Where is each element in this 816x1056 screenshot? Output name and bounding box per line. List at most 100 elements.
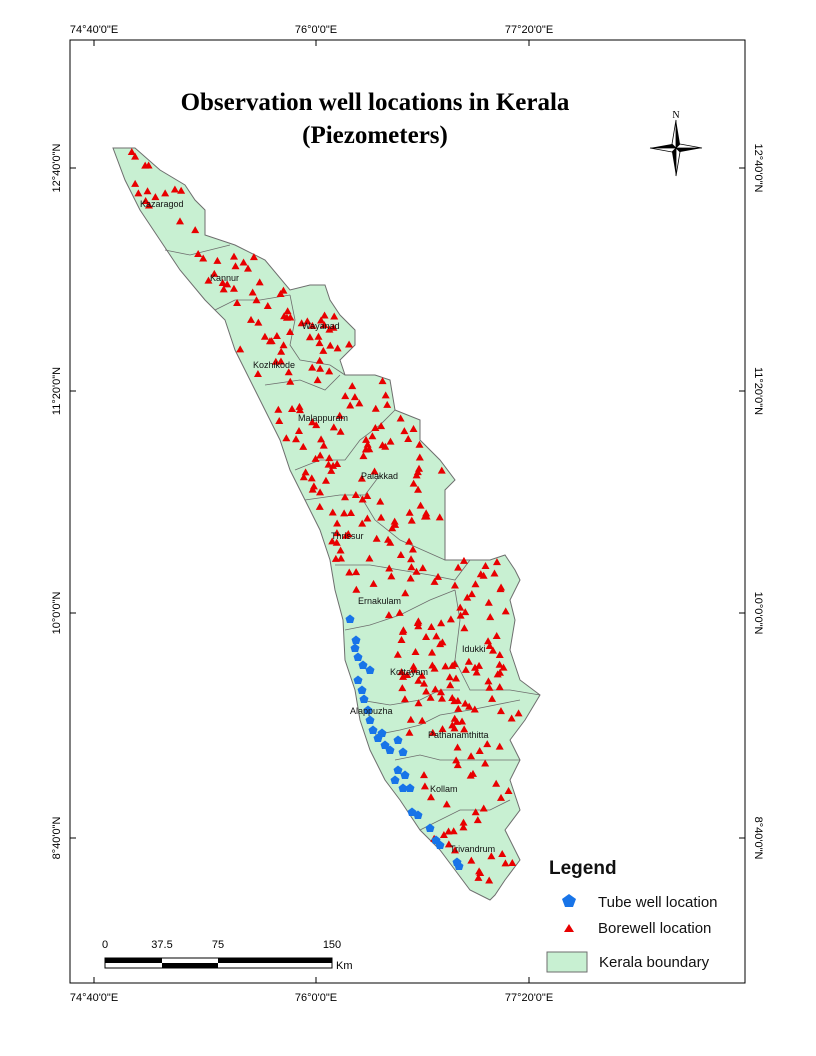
- borewell-marker: [175, 217, 184, 225]
- borewell-marker: [358, 495, 367, 503]
- borewell-marker: [376, 497, 385, 505]
- borewell-marker: [260, 332, 269, 340]
- borewell-marker: [501, 859, 510, 867]
- lat-label: 12°40'0"N: [752, 144, 764, 193]
- borewell-marker: [239, 258, 248, 266]
- map-title-line2: (Piezometers): [302, 122, 448, 149]
- borewell-marker: [371, 424, 380, 432]
- district-label-kollam: Kollam: [430, 784, 458, 794]
- borewell-marker: [311, 454, 320, 462]
- lat-labels-right: 12°40'0"N 11°20'0"N 10°0'0"N 8°40'0"N: [752, 144, 764, 860]
- borewell-marker: [233, 299, 242, 307]
- tube-well-marker: [365, 665, 375, 674]
- borewell-marker: [426, 693, 435, 701]
- borewell-marker: [481, 561, 490, 569]
- borewell-marker: [403, 671, 412, 679]
- borewell-marker: [243, 264, 252, 272]
- borewell-marker: [390, 517, 399, 525]
- borewell-marker: [428, 728, 437, 736]
- legend-label: Kerala boundary: [599, 954, 710, 971]
- borewell-marker: [456, 611, 465, 619]
- tube-well-marker: [390, 775, 400, 784]
- tube-well-marker: [359, 694, 369, 703]
- borewell-marker: [486, 613, 495, 621]
- borewell-marker: [346, 401, 355, 409]
- borewell-marker: [254, 318, 263, 326]
- borewell-marker: [400, 427, 409, 435]
- borewell-marker: [315, 339, 324, 347]
- tube-well-marker: [357, 685, 367, 694]
- lon-label-top: 76°0'0"E: [295, 24, 337, 36]
- borewell-marker: [325, 325, 334, 333]
- borewell-marker: [450, 724, 459, 732]
- borewell-marker: [271, 357, 280, 365]
- borewell-marker: [417, 671, 426, 679]
- borewell-marker: [407, 563, 416, 571]
- lon-label-top: 74°40'0"E: [70, 24, 118, 36]
- borewell-marker: [404, 434, 413, 442]
- district-labels: Kazaragod Kannur Wayanad Kozhikode Malap…: [140, 199, 495, 854]
- lat-label: 10°0'0"N: [752, 592, 764, 635]
- borewell-marker: [383, 400, 392, 408]
- borewell-marker: [416, 501, 425, 509]
- borewell-marker: [263, 302, 272, 310]
- borewell-marker: [365, 554, 374, 562]
- borewell-marker: [320, 321, 329, 329]
- lon-label-bottom: 76°0'0"E: [295, 992, 337, 1004]
- borewell-marker: [427, 623, 436, 631]
- lat-label: 10°0'0"N: [51, 592, 63, 635]
- borewell-marker: [498, 849, 507, 857]
- borewell-marker: [407, 555, 416, 563]
- borewell-marker: [420, 782, 429, 790]
- tube-well-marker: [398, 747, 408, 756]
- borewell-marker: [316, 364, 325, 372]
- borewell-marker: [307, 474, 316, 482]
- borewell-marker: [326, 341, 335, 349]
- borewell-marker: [470, 705, 479, 713]
- borewell-marker: [445, 673, 454, 681]
- district-label-wayanad: Wayanad: [302, 321, 340, 331]
- borewell-marker: [346, 509, 355, 517]
- borewell-marker: [279, 286, 288, 294]
- lat-label: 8°40'0"N: [51, 817, 63, 860]
- borewell-marker: [352, 585, 361, 593]
- tube-well-marker: [350, 643, 360, 652]
- lat-label: 8°40'0"N: [752, 817, 764, 860]
- borewell-marker: [437, 466, 446, 474]
- district-label-thrissur: Thrissur: [331, 531, 364, 541]
- borewell-marker: [351, 491, 360, 499]
- borewell-marker: [496, 585, 505, 593]
- legend-label: Tube well location: [598, 894, 718, 911]
- borewell-marker: [397, 636, 406, 644]
- borewell-marker: [229, 284, 238, 292]
- borewell-marker: [333, 519, 342, 527]
- tube-well-marker: [393, 765, 403, 774]
- borewell-marker: [436, 640, 445, 648]
- borewell-marker: [345, 568, 354, 576]
- borewell-marker: [210, 269, 219, 277]
- borewell-marker: [284, 368, 293, 376]
- tube-well-marker: [393, 735, 403, 744]
- borewell-marker: [231, 262, 240, 270]
- borewell-marker: [282, 313, 291, 321]
- district-label-pathanamthitta: Pathanamthitta: [428, 730, 489, 740]
- borewell-marker: [493, 670, 502, 678]
- borewell-marker: [492, 779, 501, 787]
- borewell-marker: [471, 663, 480, 671]
- district-label-palakkad: Palakkad: [361, 471, 398, 481]
- lat-labels-left: 12°40'0"N 11°20'0"N 10°0'0"N 8°40'0"N: [51, 143, 63, 859]
- borewell-marker: [377, 513, 386, 521]
- borewell-marker: [279, 341, 288, 349]
- borewell-marker: [127, 147, 136, 155]
- borewell-marker: [459, 556, 468, 564]
- legend-label: Borewell location: [598, 920, 711, 937]
- borewell-marker: [331, 554, 340, 562]
- borewell-marker: [484, 598, 493, 606]
- borewell-marker: [372, 534, 381, 542]
- tube-well-marker: [363, 705, 373, 714]
- borewell-marker: [319, 441, 328, 449]
- borewell-marker: [467, 752, 476, 760]
- borewell-marker: [295, 427, 304, 435]
- borewell-marker: [368, 432, 377, 440]
- borewell-marker: [308, 485, 317, 493]
